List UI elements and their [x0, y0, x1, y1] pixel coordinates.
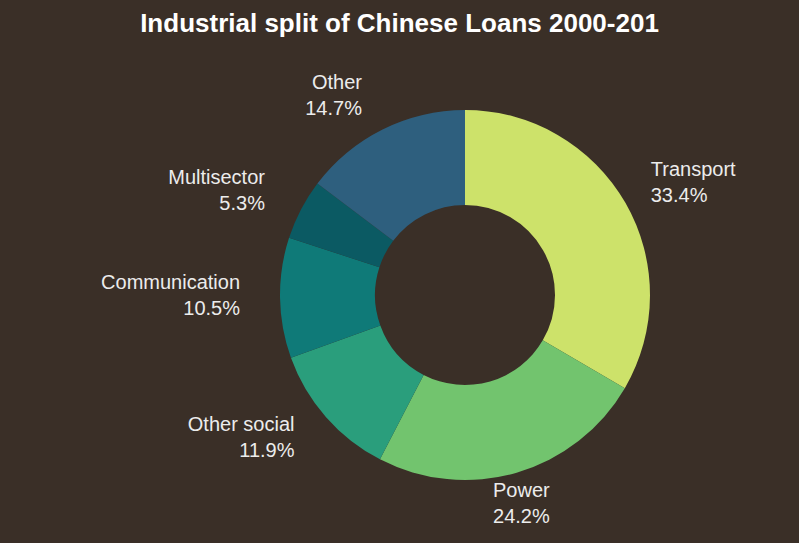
svg-text:Power24.2%: Power24.2%	[493, 479, 550, 527]
html-text:Industrial split of Chinese Lo: Industrial split of Chinese Loans 2000-2…	[140, 8, 659, 38]
svg-text:Other social11.9%: Other social11.9%	[188, 413, 295, 461]
svg-text:Transport33.4%: Transport33.4%	[651, 158, 736, 206]
svg-text:Other14.7%: Other14.7%	[305, 71, 362, 119]
svg-text:Multisector5.3%: Multisector5.3%	[168, 166, 265, 214]
svg-text:Communication10.5%: Communication10.5%	[101, 271, 240, 319]
